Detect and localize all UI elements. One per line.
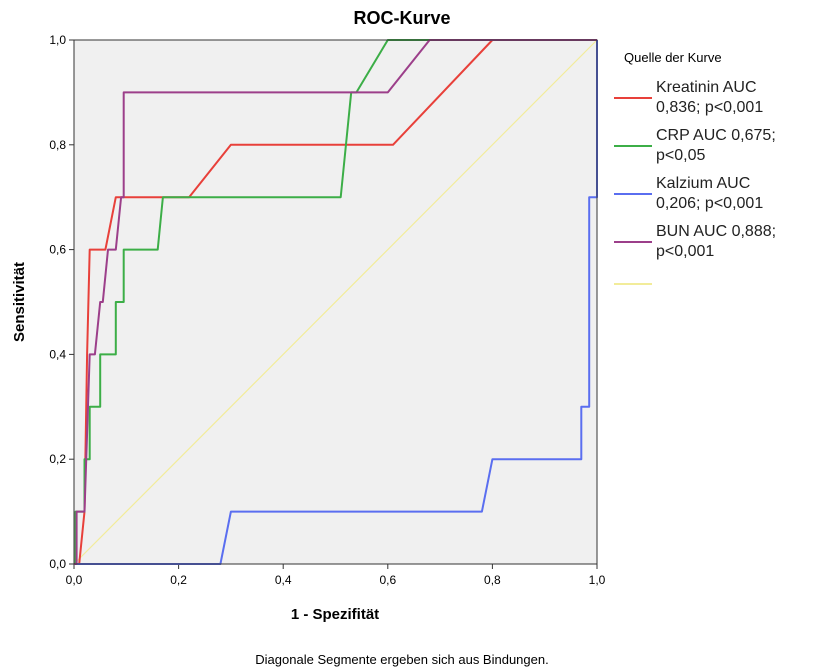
y-tick-label: 0,6 bbox=[49, 243, 66, 257]
roc-curve-2 bbox=[74, 40, 598, 565]
legend: Kreatinin AUC 0,836; p<0,001 CRP AUC 0,675… bbox=[614, 79, 776, 285]
y-axis-label: Sensitivität bbox=[11, 262, 28, 342]
roc-curve-3 bbox=[74, 39, 597, 565]
y-tick-label: 0,0 bbox=[49, 557, 66, 571]
reference-diagonal bbox=[73, 39, 598, 565]
chart-title: ROC-Kurve bbox=[353, 8, 450, 28]
legend-label: CRP AUC 0,675; bbox=[656, 127, 776, 144]
series-layer bbox=[73, 39, 598, 565]
plot-frame bbox=[73, 39, 598, 565]
x-tick-label: 1,0 bbox=[589, 573, 606, 587]
legend-title: Quelle der Kurve bbox=[624, 50, 722, 65]
x-tick-label: 0,2 bbox=[170, 573, 187, 587]
y-tick-label: 0,4 bbox=[49, 347, 66, 361]
y-tick-label: 0,8 bbox=[49, 138, 66, 152]
axes: 0,0 0,2 0,4 0,6 0,8 1,0 0,0 0,2 0,4 0,6 0,8 1,0 bbox=[49, 33, 605, 587]
x-tick-label: 0,4 bbox=[275, 573, 292, 587]
legend-label: BUN AUC 0,888; bbox=[656, 223, 776, 240]
x-axis-label: 1 - Spezifität bbox=[291, 606, 379, 623]
legend-label: Kalzium AUC bbox=[656, 175, 750, 192]
x-tick-label: 0,6 bbox=[379, 573, 396, 587]
x-tick-label: 0,0 bbox=[66, 573, 83, 587]
y-tick-label: 0,2 bbox=[49, 452, 66, 466]
x-tick-label: 0,8 bbox=[484, 573, 501, 587]
legend-label: p<0,05 bbox=[656, 147, 705, 164]
legend-label: Kreatinin AUC bbox=[656, 79, 757, 96]
legend-label: 0,206; p<0,001 bbox=[656, 195, 763, 212]
legend-label: p<0,001 bbox=[656, 243, 714, 260]
y-tick-label: 1,0 bbox=[49, 33, 66, 47]
footnote: Diagonale Segmente ergeben sich aus Bind… bbox=[255, 652, 548, 667]
legend-label: 0,836; p<0,001 bbox=[656, 99, 763, 116]
